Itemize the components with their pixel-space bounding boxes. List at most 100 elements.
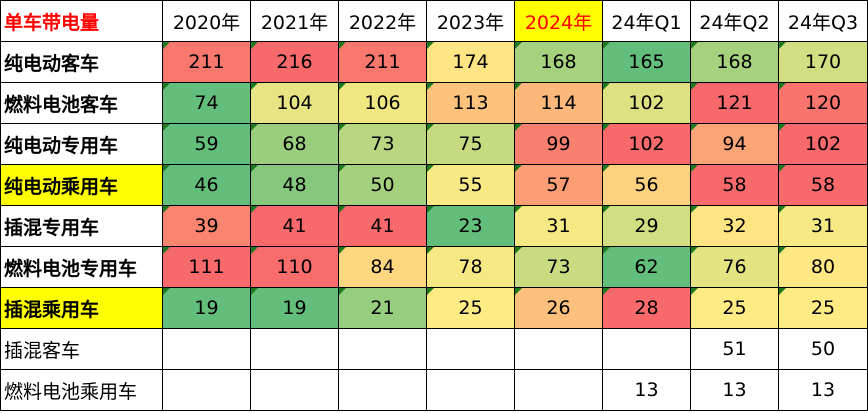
- column-header: 2020年: [162, 0, 251, 42]
- value-cell: 41: [250, 205, 339, 247]
- data-row: 插混专用车 39 41 41 23 31 29 32 31: [0, 205, 868, 247]
- value-cell: 110: [250, 246, 339, 288]
- value-cell: 19: [250, 287, 339, 329]
- value-cell: 73: [338, 123, 427, 165]
- value-cell: 73: [514, 246, 603, 288]
- value-cell: 211: [338, 41, 427, 83]
- value-cell: [514, 369, 603, 411]
- value-cell: 216: [250, 41, 339, 83]
- value-cell: [162, 369, 251, 411]
- value-cell: 68: [250, 123, 339, 165]
- column-header: 2022年: [338, 0, 427, 42]
- value-cell: [426, 328, 515, 370]
- data-row: 插混乘用车 19 19 21 25 26 28 25 25: [0, 287, 868, 329]
- value-cell: 25: [690, 287, 779, 329]
- value-cell: 50: [338, 164, 427, 206]
- value-cell: 168: [690, 41, 779, 83]
- value-cell: 51: [690, 328, 779, 370]
- value-cell: [162, 328, 251, 370]
- value-cell: 25: [426, 287, 515, 329]
- value-cell: 41: [338, 205, 427, 247]
- value-cell: 78: [426, 246, 515, 288]
- value-cell: 13: [778, 369, 868, 411]
- value-cell: 113: [426, 82, 515, 124]
- value-cell: 19: [162, 287, 251, 329]
- value-cell: 57: [514, 164, 603, 206]
- value-cell: 121: [690, 82, 779, 124]
- value-cell: [250, 328, 339, 370]
- row-label: 插混客车: [0, 328, 163, 370]
- value-cell: 23: [426, 205, 515, 247]
- column-header: 24年Q2: [690, 0, 779, 42]
- value-cell: 74: [162, 82, 251, 124]
- value-cell: 31: [514, 205, 603, 247]
- value-cell: 170: [778, 41, 868, 83]
- value-cell: 120: [778, 82, 868, 124]
- value-cell: 102: [778, 123, 868, 165]
- value-cell: 102: [602, 82, 691, 124]
- value-cell: 114: [514, 82, 603, 124]
- value-cell: 31: [778, 205, 868, 247]
- row-label: 纯电动专用车: [0, 123, 163, 165]
- value-cell: 46: [162, 164, 251, 206]
- value-cell: 13: [602, 369, 691, 411]
- value-cell: 58: [690, 164, 779, 206]
- header-row: 单车带电量 2020年 2021年 2022年 2023年 2024年 24年Q1 24年Q2…: [0, 0, 868, 42]
- value-cell: 84: [338, 246, 427, 288]
- value-cell: 102: [602, 123, 691, 165]
- row-label: 插混乘用车: [0, 287, 163, 329]
- data-row: 纯电动乘用车 46 48 50 55 57 56 58 58: [0, 164, 868, 206]
- data-row: 燃料电池客车 74 104 106 113 114 102 121 120: [0, 82, 868, 124]
- value-cell: 111: [162, 246, 251, 288]
- value-cell: 32: [690, 205, 779, 247]
- value-cell: 21: [338, 287, 427, 329]
- value-cell: 29: [602, 205, 691, 247]
- row-label: 燃料电池专用车: [0, 246, 163, 288]
- value-cell: 75: [426, 123, 515, 165]
- value-cell: [338, 369, 427, 411]
- value-cell: [602, 328, 691, 370]
- value-cell: [338, 328, 427, 370]
- value-cell: 58: [778, 164, 868, 206]
- column-header: 2024年: [514, 0, 603, 42]
- row-label: 燃料电池客车: [0, 82, 163, 124]
- data-row: 纯电动专用车 59 68 73 75 99 102 94 102: [0, 123, 868, 165]
- data-row: 插混客车 51 50: [0, 328, 868, 370]
- value-cell: 39: [162, 205, 251, 247]
- value-cell: 174: [426, 41, 515, 83]
- value-cell: 76: [690, 246, 779, 288]
- value-cell: 50: [778, 328, 868, 370]
- value-cell: 55: [426, 164, 515, 206]
- value-cell: 99: [514, 123, 603, 165]
- value-cell: 59: [162, 123, 251, 165]
- value-cell: 104: [250, 82, 339, 124]
- value-cell: [426, 369, 515, 411]
- row-label: 纯电动客车: [0, 41, 163, 83]
- column-header: 2023年: [426, 0, 515, 42]
- value-cell: 13: [690, 369, 779, 411]
- value-cell: 25: [778, 287, 868, 329]
- value-cell: 48: [250, 164, 339, 206]
- data-row: 燃料电池专用车 111 110 84 78 73 62 76 80: [0, 246, 868, 288]
- data-row: 燃料电池乘用车 13 13 13: [0, 369, 868, 411]
- value-cell: [514, 328, 603, 370]
- value-cell: 28: [602, 287, 691, 329]
- row-label: 纯电动乘用车: [0, 164, 163, 206]
- data-row: 纯电动客车 211 216 211 174 168 165 168 170: [0, 41, 868, 83]
- column-header: 24年Q1: [602, 0, 691, 42]
- value-cell: 165: [602, 41, 691, 83]
- row-label: 插混专用车: [0, 205, 163, 247]
- value-cell: 94: [690, 123, 779, 165]
- value-cell: 62: [602, 246, 691, 288]
- value-cell: 211: [162, 41, 251, 83]
- row-label: 燃料电池乘用车: [0, 369, 163, 411]
- value-cell: [250, 369, 339, 411]
- value-cell: 106: [338, 82, 427, 124]
- value-cell: 168: [514, 41, 603, 83]
- value-cell: 80: [778, 246, 868, 288]
- column-header: 2021年: [250, 0, 339, 42]
- column-header: 24年Q3: [778, 0, 868, 42]
- value-cell: 56: [602, 164, 691, 206]
